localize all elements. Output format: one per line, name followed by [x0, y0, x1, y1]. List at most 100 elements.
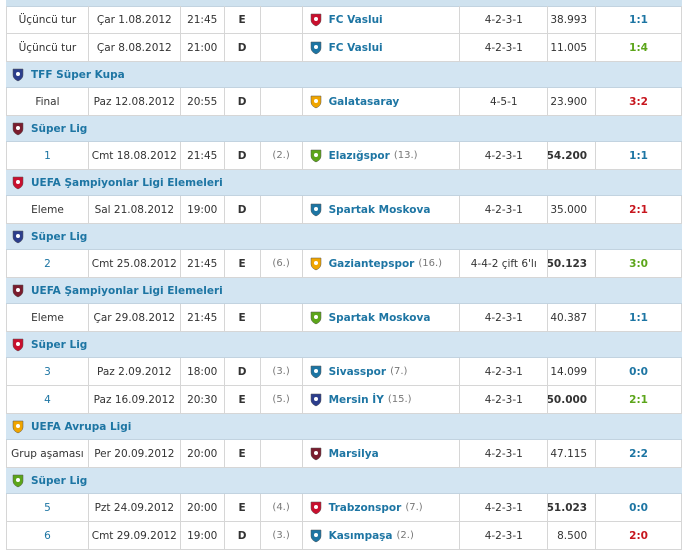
- venue: E: [238, 311, 246, 324]
- opponent[interactable]: Spartak Moskova: [328, 311, 431, 324]
- round[interactable]: 4: [44, 393, 51, 406]
- round[interactable]: 3: [44, 365, 51, 378]
- date: Paz 2.09.2012: [97, 365, 172, 378]
- formation: 4-2-3-1: [484, 529, 523, 542]
- time: 21:45: [187, 149, 218, 162]
- round[interactable]: 5: [44, 501, 51, 514]
- opponent[interactable]: Galatasaray: [328, 95, 400, 108]
- opponent[interactable]: Spartak Moskova: [328, 203, 431, 216]
- venue: E: [238, 447, 246, 460]
- round: Eleme: [31, 311, 64, 324]
- result-cell: 1:4: [596, 34, 682, 61]
- result[interactable]: 3:0: [629, 257, 648, 270]
- result[interactable]: 0:0: [629, 501, 648, 514]
- competition-name[interactable]: UEFA Avrupa Ligi: [31, 420, 132, 433]
- competition-name[interactable]: TFF Süper Kupa: [31, 68, 125, 81]
- formation: 4-5-1: [489, 95, 518, 108]
- result-cell: 1:1: [596, 142, 682, 169]
- cut-header-strip: [6, 0, 682, 7]
- venue: D: [237, 149, 247, 162]
- opponent[interactable]: FC Vaslui: [328, 13, 383, 26]
- round[interactable]: 2: [44, 257, 51, 270]
- opponent[interactable]: Gaziantepspor: [328, 257, 415, 270]
- result[interactable]: 0:0: [629, 365, 648, 378]
- formation: 4-2-3-1: [484, 393, 523, 406]
- result[interactable]: 3:2: [629, 95, 648, 108]
- opponent[interactable]: Kasımpaşa: [328, 529, 393, 542]
- result[interactable]: 2:1: [629, 393, 648, 406]
- match-row: 6 Cmt 29.09.2012 19:00 D (3.) Kasımpaşa (2.) 4-…: [6, 522, 682, 550]
- opponent[interactable]: Marsilya: [328, 447, 379, 460]
- formation: 4-2-3-1: [484, 501, 523, 514]
- opponent-cell: Gaziantepspor (16.): [303, 250, 461, 277]
- opponent[interactable]: FC Vaslui: [328, 41, 383, 54]
- round[interactable]: 1: [44, 149, 51, 162]
- round[interactable]: 6: [44, 529, 51, 542]
- opponent[interactable]: Trabzonspor: [328, 501, 402, 514]
- venue-cell: D: [225, 88, 261, 115]
- time-cell: 20:55: [181, 88, 225, 115]
- attendance: 50.123: [548, 257, 588, 270]
- date-cell: Paz 12.08.2012: [89, 88, 181, 115]
- venue: D: [237, 529, 247, 542]
- round-cell: 5: [7, 494, 89, 521]
- own-rank: (5.): [272, 394, 290, 405]
- attendance-cell: 38.993: [548, 6, 597, 33]
- result[interactable]: 1:1: [629, 13, 648, 26]
- opponent[interactable]: Elazığspor: [328, 149, 390, 162]
- opponent[interactable]: Sivasspor: [328, 365, 387, 378]
- time-cell: 21:45: [181, 250, 225, 277]
- venue: D: [237, 365, 247, 378]
- result[interactable]: 2:0: [629, 529, 648, 542]
- competition-name[interactable]: UEFA Şampiyonlar Ligi Elemeleri: [31, 284, 223, 297]
- competition-name[interactable]: Süper Lig: [31, 474, 88, 487]
- icon: [12, 122, 24, 135]
- own-rank-cell: [261, 196, 303, 223]
- match-row: Eleme Çar 29.08.2012 21:45 E Spartak Moskova…: [6, 304, 682, 332]
- formation-cell: 4-2-3-1: [460, 522, 549, 549]
- own-rank-cell: [261, 304, 303, 331]
- result[interactable]: 2:2: [629, 447, 648, 460]
- formation-cell: 4-2-3-1: [460, 142, 549, 169]
- venue-cell: E: [225, 6, 261, 33]
- icon: [310, 501, 321, 514]
- round: Eleme: [31, 203, 64, 216]
- result[interactable]: 1:1: [629, 149, 648, 162]
- result[interactable]: 1:1: [629, 311, 648, 324]
- own-rank-cell: (5.): [261, 386, 303, 413]
- date-cell: Per 20.09.2012: [89, 440, 181, 467]
- own-rank-cell: [261, 88, 303, 115]
- date: Cmt 25.08.2012: [91, 257, 177, 270]
- date-cell: Cmt 25.08.2012: [89, 250, 181, 277]
- icon: [310, 393, 321, 406]
- attendance-cell: 51.023: [548, 494, 597, 521]
- venue-cell: E: [225, 494, 261, 521]
- time-cell: 21:00: [181, 34, 225, 61]
- result[interactable]: 2:1: [629, 203, 648, 216]
- date: Çar 29.08.2012: [93, 311, 176, 324]
- venue-cell: D: [225, 142, 261, 169]
- opponent[interactable]: Mersin İY: [328, 393, 384, 406]
- result-cell: 1:1: [596, 304, 682, 331]
- formation-cell: 4-2-3-1: [460, 196, 549, 223]
- opponent-rank: (2.): [396, 530, 414, 541]
- competition-name[interactable]: Süper Lig: [31, 122, 88, 135]
- competition-name[interactable]: UEFA Şampiyonlar Ligi Elemeleri: [31, 176, 223, 189]
- round-cell: Eleme: [7, 304, 89, 331]
- own-rank-cell: (2.): [261, 142, 303, 169]
- icon: [12, 420, 24, 433]
- venue-cell: D: [225, 196, 261, 223]
- venue-cell: D: [225, 34, 261, 61]
- competition-name[interactable]: Süper Lig: [31, 230, 88, 243]
- competition-header: Süper Lig: [6, 332, 682, 358]
- venue: E: [238, 257, 246, 270]
- result[interactable]: 1:4: [629, 41, 648, 54]
- own-rank-cell: [261, 440, 303, 467]
- icon: [310, 365, 321, 378]
- competition-header: Süper Lig: [6, 116, 682, 142]
- own-rank-cell: (3.): [261, 358, 303, 385]
- competition-name[interactable]: Süper Lig: [31, 338, 88, 351]
- opponent-cell: Spartak Moskova: [303, 304, 461, 331]
- round-cell: 2: [7, 250, 89, 277]
- round-cell: Üçüncü tur: [7, 34, 89, 61]
